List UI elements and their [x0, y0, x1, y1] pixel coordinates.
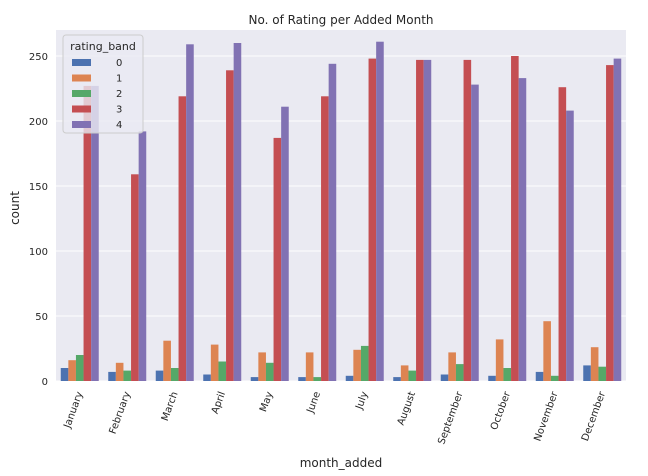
bar: [83, 85, 92, 382]
bar: [131, 174, 139, 381]
y-axis-label: count: [8, 191, 22, 225]
bar: [353, 349, 361, 381]
y-tick-label: 50: [35, 312, 48, 323]
legend-label: 4: [116, 120, 122, 131]
bar: [115, 362, 124, 381]
bar: [511, 56, 519, 381]
y-tick-label: 0: [42, 377, 48, 388]
y-tick-label: 100: [29, 247, 48, 258]
bars: [60, 41, 622, 382]
bar: [583, 365, 591, 381]
x-tick-label: May: [258, 390, 275, 413]
x-tick-label: June: [305, 390, 323, 415]
x-tick-label: February: [108, 390, 134, 435]
legend-swatch: [72, 74, 91, 82]
bar: [423, 59, 432, 382]
bar: [393, 377, 401, 381]
bar: [258, 352, 266, 381]
legend-label: 1: [116, 74, 122, 85]
bar: [448, 352, 456, 381]
bar: [298, 377, 306, 381]
bar: [138, 131, 147, 381]
x-tick-label: October: [489, 389, 513, 431]
bar: [321, 96, 329, 382]
legend-swatch: [72, 59, 91, 66]
x-tick-label: April: [210, 390, 228, 415]
bar: [226, 70, 234, 382]
y-tick-labels: 0 50 100 150 200 250: [29, 52, 48, 388]
bar: [376, 41, 384, 381]
x-tick-label: December: [580, 389, 608, 442]
bar: [400, 365, 409, 381]
bar: [543, 321, 551, 381]
bar: [233, 43, 242, 381]
y-tick-label: 250: [29, 52, 48, 63]
bar: [203, 374, 211, 381]
bar: [281, 106, 289, 381]
bar: [558, 87, 567, 381]
bar: [68, 360, 76, 381]
bar: [186, 44, 194, 382]
x-tick-label: July: [354, 390, 371, 412]
bar: [75, 355, 84, 381]
bar: [345, 375, 354, 381]
bar: [265, 362, 274, 381]
bar: [535, 371, 544, 381]
bar: [155, 370, 164, 381]
bar: [305, 352, 314, 381]
chart-title: No. of Rating per Added Month: [248, 13, 433, 27]
bar: [273, 137, 282, 381]
legend-swatch: [72, 105, 91, 113]
bar: [550, 375, 559, 381]
legend-label: 2: [116, 89, 122, 100]
bar: [328, 63, 337, 382]
bar: [108, 371, 116, 381]
bar: [250, 377, 259, 381]
bar: [590, 347, 599, 381]
bar: [210, 344, 219, 381]
bar: [488, 375, 496, 381]
bar: [518, 78, 527, 381]
bar: [218, 361, 227, 381]
legend-label: 0: [116, 58, 122, 69]
bar: [408, 370, 417, 381]
bar: [60, 368, 69, 381]
bar: [368, 58, 377, 381]
x-tick-label: January: [62, 390, 86, 430]
bar: [471, 84, 479, 381]
legend-swatch: [72, 121, 91, 128]
y-tick-label: 200: [29, 117, 48, 128]
legend-label: 3: [116, 105, 122, 116]
gridlines: [56, 55, 626, 382]
plot-area: [56, 30, 626, 381]
bar: [440, 374, 449, 381]
x-tick-label: November: [532, 389, 560, 442]
x-axis-label: month_added: [300, 456, 383, 470]
legend: rating_band 0 1 2 3 4: [62, 34, 144, 134]
y-tick-label: 150: [29, 182, 48, 193]
bar: [495, 339, 504, 381]
bar: [178, 96, 187, 382]
bar: [463, 59, 472, 382]
bar: [606, 65, 614, 381]
bar: [566, 110, 574, 381]
bar: [598, 366, 607, 381]
bar: [360, 345, 369, 381]
bar: [123, 370, 132, 381]
bar: [503, 368, 512, 381]
bar: [163, 340, 171, 381]
x-tick-label: March: [160, 390, 181, 422]
bar: [416, 59, 424, 382]
bar: [613, 58, 622, 381]
x-tick-label: September: [436, 389, 466, 446]
bar: [313, 377, 322, 381]
x-tick-label: August: [396, 390, 418, 427]
bar: [91, 85, 99, 382]
bar: [455, 364, 464, 381]
legend-swatch: [72, 90, 91, 97]
bar: [170, 368, 179, 381]
legend-title: rating_band: [70, 40, 136, 53]
x-tick-labels: January February March April May June July Augu…: [62, 389, 608, 446]
